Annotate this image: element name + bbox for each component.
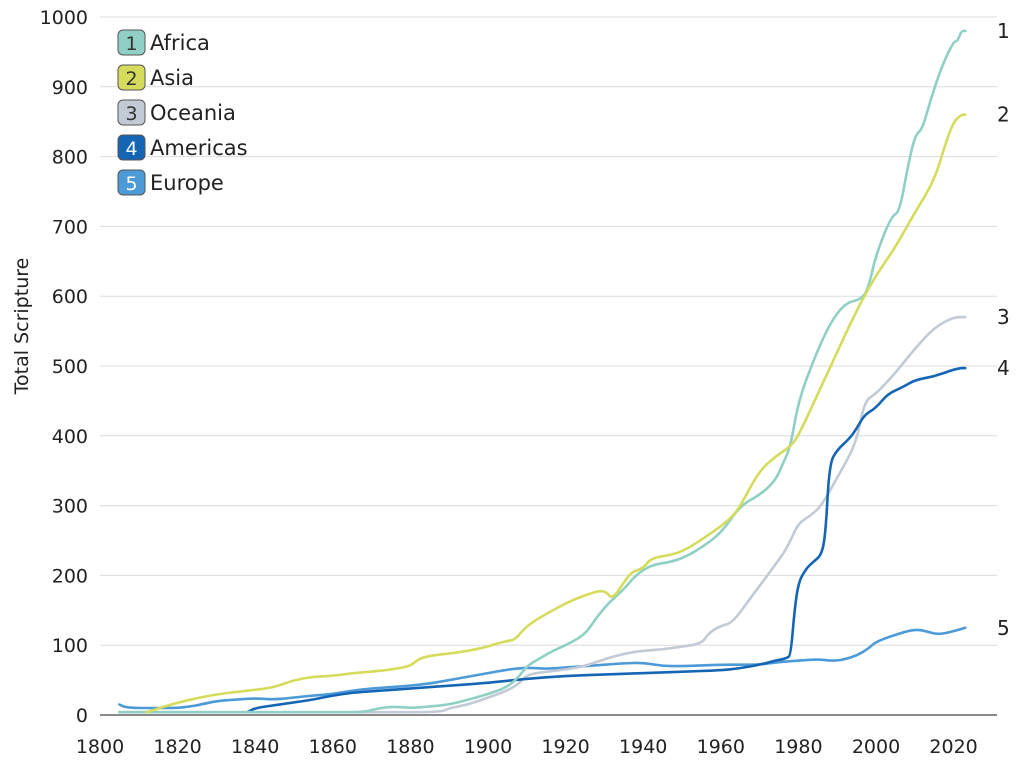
series-line-asia	[145, 113, 967, 714]
y-tick-label: 800	[52, 147, 88, 169]
series-end-label: 3	[997, 305, 1010, 329]
legend: 1 Africa 2 Asia 3 Oceania 4 Americas 5 Europe	[117, 29, 248, 196]
legend-item: 5 Europe	[117, 169, 224, 196]
x-tick-label: 2020	[929, 736, 977, 758]
y-tick-label: 200	[52, 565, 88, 587]
legend-item: 3 Oceania	[117, 99, 236, 126]
y-tick-label: 400	[52, 426, 88, 448]
y-tick-label: 1000	[40, 7, 88, 29]
grid-lines	[100, 16, 997, 716]
series-line-africa	[118, 29, 967, 714]
x-tick-label: 1880	[386, 736, 434, 758]
x-tick-label: 1820	[153, 736, 201, 758]
x-tick-label: 1960	[697, 736, 745, 758]
x-tick-label: 1940	[619, 736, 667, 758]
y-axis-title: Total Scripture	[11, 258, 33, 396]
y-tick-label: 700	[52, 216, 88, 238]
legend-swatch	[117, 64, 146, 91]
series-end-labels: 1 2 3 4 5	[997, 19, 1010, 640]
legend-swatch	[117, 169, 146, 196]
legend-label: Americas	[150, 136, 248, 160]
y-tick-label: 100	[52, 635, 88, 657]
x-tick-label: 1800	[76, 736, 124, 758]
legend-swatch	[117, 134, 146, 161]
series-lines	[118, 29, 967, 714]
y-axis-ticks: 0 100 200 300 400 500 600 700 800 900 1000	[40, 7, 88, 727]
x-tick-label: 2000	[852, 736, 900, 758]
series-end-label: 4	[997, 356, 1010, 380]
x-tick-label: 1860	[309, 736, 357, 758]
series-line-europe	[118, 626, 967, 710]
legend-label: Africa	[150, 31, 210, 55]
series-line-oceania	[118, 315, 967, 714]
legend-item: 1 Africa	[117, 29, 210, 56]
x-tick-label: 1980	[774, 736, 822, 758]
legend-label: Europe	[150, 171, 224, 195]
x-tick-label: 1900	[464, 736, 512, 758]
x-tick-label: 1920	[541, 736, 589, 758]
legend-item: 2 Asia	[117, 64, 194, 91]
series-line-americas	[246, 366, 967, 714]
legend-number: 3	[125, 103, 137, 125]
legend-label: Oceania	[150, 101, 236, 125]
legend-swatch	[117, 29, 146, 56]
legend-number: 5	[125, 173, 137, 195]
y-tick-label: 900	[52, 77, 88, 99]
series-end-label: 2	[997, 103, 1010, 127]
legend-item: 4 Americas	[117, 134, 248, 161]
legend-number: 4	[125, 138, 137, 160]
legend-number: 2	[125, 68, 137, 90]
y-tick-label: 600	[52, 286, 88, 308]
y-tick-label: 500	[52, 356, 88, 378]
y-tick-label: 0	[76, 705, 88, 727]
series-end-label: 1	[997, 19, 1010, 43]
x-tick-label: 1840	[231, 736, 279, 758]
y-tick-label: 300	[52, 496, 88, 518]
legend-swatch	[117, 99, 146, 126]
legend-number: 1	[125, 33, 137, 55]
series-end-label: 5	[997, 616, 1010, 640]
legend-label: Asia	[150, 66, 194, 90]
x-axis-ticks: 1800 1820 1840 1860 1880 1900 1920 1940 1960 1980…	[76, 736, 978, 758]
